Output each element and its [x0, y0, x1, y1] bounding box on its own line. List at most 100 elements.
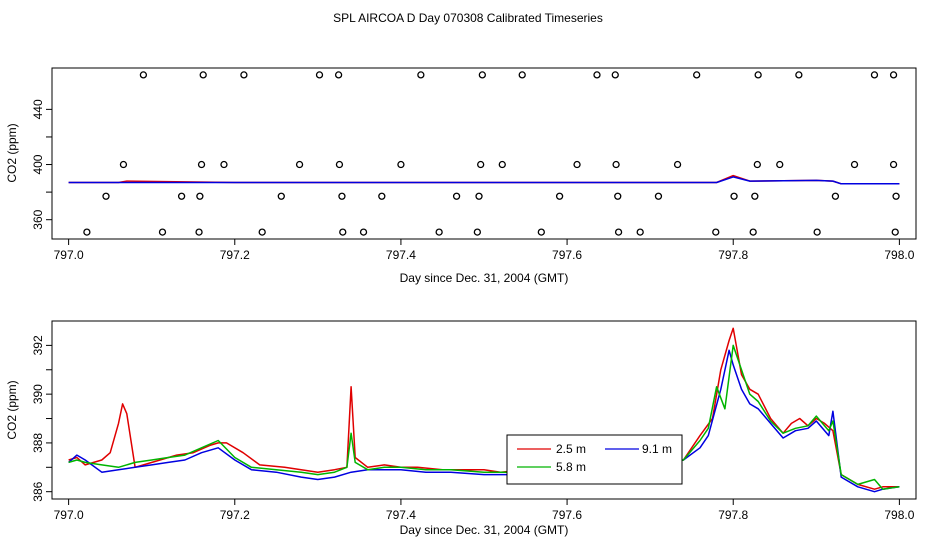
legend-label-2-5m: 2.5 m — [556, 442, 586, 456]
top-x-tick-label-4: 797.8 — [718, 248, 748, 262]
bottom-x-tick-label-5: 798.0 — [884, 508, 914, 522]
calibration-point-mid-400-4 — [335, 160, 344, 169]
top-x-tick-label-1: 797.2 — [220, 248, 250, 262]
calibration-point-vlow-351-12 — [749, 228, 757, 236]
calibration-point-vlow-351-0 — [83, 228, 91, 236]
calibration-point-low-377-4 — [338, 192, 346, 200]
calibration-point-mid-400-5 — [397, 160, 405, 169]
calibration-point-vlow-351-2 — [195, 228, 203, 236]
top-y-axis: 360 400 440 — [31, 99, 52, 230]
calibration-point-vlow-351-13 — [813, 228, 821, 236]
top-x-axis: 797.0 797.2 797.4 797.6 797.8 798.0 — [54, 239, 915, 262]
calibration-point-mid-400-13 — [850, 160, 859, 169]
calibration-point-low-377-2 — [196, 192, 204, 200]
calibration-point-mid-400-12 — [776, 160, 784, 169]
calibration-point-high-465-13 — [870, 71, 879, 79]
calibration-point-low-377-6 — [452, 192, 461, 200]
bottom-x-tick-label-1: 797.2 — [220, 508, 250, 522]
calibration-point-high-465-6 — [478, 71, 486, 79]
calibration-point-high-465-7 — [518, 71, 526, 79]
top-x-tick-label-5: 798.0 — [884, 248, 914, 262]
legend-label-9-1m: 9.1 m — [642, 442, 672, 456]
calibration-point-mid-400-0 — [119, 160, 128, 169]
calibration-point-high-465-10 — [693, 71, 701, 79]
calibration-point-high-465-4 — [334, 71, 343, 79]
calibration-point-low-377-3 — [277, 192, 285, 200]
calibration-point-high-465-12 — [795, 71, 803, 79]
calibration-point-high-465-8 — [593, 71, 601, 79]
bottom-y-tick-label-3: 392 — [31, 335, 45, 355]
calibration-point-mid-400-7 — [498, 160, 506, 169]
bottom-y-tick-label-0: 386 — [31, 481, 45, 501]
bottom-y-tick-label-2: 390 — [31, 384, 45, 404]
top-y-tick-label-2: 440 — [31, 99, 45, 119]
calibration-point-low-377-0 — [102, 192, 110, 200]
chart-title: SPL AIRCOA D Day 070308 Calibrated Times… — [333, 11, 603, 25]
calibration-point-low-377-8 — [555, 192, 564, 200]
calibration-point-high-465-11 — [754, 71, 762, 79]
calibration-point-low-377-14 — [892, 192, 900, 200]
top-y-axis-label: CO2 (ppm) — [5, 123, 19, 182]
top-calibration-points — [83, 71, 900, 236]
calibration-point-vlow-351-8 — [537, 228, 545, 236]
legend-box — [506, 434, 683, 485]
calibration-point-mid-400-6 — [477, 160, 485, 169]
bottom-y-axis-label: CO2 (ppm) — [5, 380, 19, 439]
bottom-x-tick-label-3: 797.6 — [552, 508, 582, 522]
calibration-point-mid-400-14 — [889, 160, 898, 169]
calibration-point-low-377-12 — [751, 192, 759, 200]
calibration-point-vlow-351-1 — [158, 228, 167, 236]
calibration-point-low-377-7 — [475, 192, 483, 200]
calibration-point-high-465-14 — [889, 71, 898, 79]
calibration-point-vlow-351-3 — [258, 228, 266, 236]
calibration-point-vlow-351-7 — [473, 228, 482, 236]
bottom-x-tick-label-2: 797.4 — [386, 508, 416, 522]
top-panel: 797.0 797.2 797.4 797.6 797.8 798.0 360 400 440… — [5, 67, 917, 285]
calibration-point-high-465-1 — [199, 71, 207, 79]
calibration-point-low-377-13 — [831, 192, 840, 200]
calibration-point-low-377-10 — [654, 192, 663, 200]
calibration-point-mid-400-3 — [295, 160, 304, 169]
calibration-point-mid-400-9 — [612, 160, 620, 169]
calibration-point-mid-400-10 — [673, 160, 682, 169]
bottom-x-axis-label: Day since Dec. 31, 2004 (GMT) — [400, 523, 569, 537]
bottom-plot-frame — [51, 320, 917, 500]
calibration-point-high-465-0 — [139, 71, 148, 79]
top-series-lines — [68, 174, 900, 185]
calibration-point-vlow-351-10 — [636, 228, 644, 236]
calibration-point-low-377-1 — [177, 192, 186, 200]
top-x-tick-label-0: 797.0 — [54, 248, 84, 262]
calibration-point-vlow-351-9 — [614, 228, 623, 236]
top-x-tick-label-3: 797.6 — [552, 248, 582, 262]
calibration-point-vlow-351-5 — [359, 228, 368, 236]
bottom-x-tick-label-0: 797.0 — [54, 508, 84, 522]
calibration-point-vlow-351-14 — [891, 228, 899, 236]
calibration-point-mid-400-2 — [220, 160, 228, 169]
calibration-point-high-465-5 — [417, 71, 425, 79]
calibration-point-high-465-3 — [315, 71, 324, 79]
top-x-axis-label: Day since Dec. 31, 2004 (GMT) — [400, 271, 569, 285]
calibration-point-high-465-2 — [240, 71, 248, 79]
calibration-point-mid-400-8 — [573, 160, 581, 169]
legend: 2.5 m 9.1 m 5.8 m — [506, 434, 683, 485]
bottom-y-axis: 386 388 390 392 — [31, 335, 52, 502]
bottom-panel: 797.0 797.2 797.4 797.6 797.8 798.0 386 388 390… — [5, 320, 917, 537]
calibration-point-high-465-9 — [611, 71, 619, 79]
bottom-series-5-8-m-line — [68, 344, 900, 490]
bottom-x-tick-label-4: 797.8 — [718, 508, 748, 522]
calibration-point-vlow-351-11 — [712, 228, 720, 236]
calibration-point-low-377-9 — [614, 192, 622, 200]
calibration-point-vlow-351-6 — [435, 228, 443, 236]
bottom-series-2-5-m-line — [68, 327, 900, 490]
calibration-point-mid-400-11 — [753, 160, 761, 169]
bottom-y-tick-label-1: 388 — [31, 433, 45, 453]
legend-label-5-8m: 5.8 m — [556, 460, 586, 474]
top-y-tick-label-1: 400 — [31, 154, 45, 174]
top-x-tick-label-2: 797.4 — [386, 248, 416, 262]
bottom-series-lines — [68, 327, 900, 493]
calibration-point-low-377-5 — [378, 192, 386, 200]
calibration-point-vlow-351-4 — [339, 228, 347, 236]
calibration-point-low-377-11 — [730, 192, 738, 200]
calibration-point-mid-400-1 — [197, 160, 206, 169]
